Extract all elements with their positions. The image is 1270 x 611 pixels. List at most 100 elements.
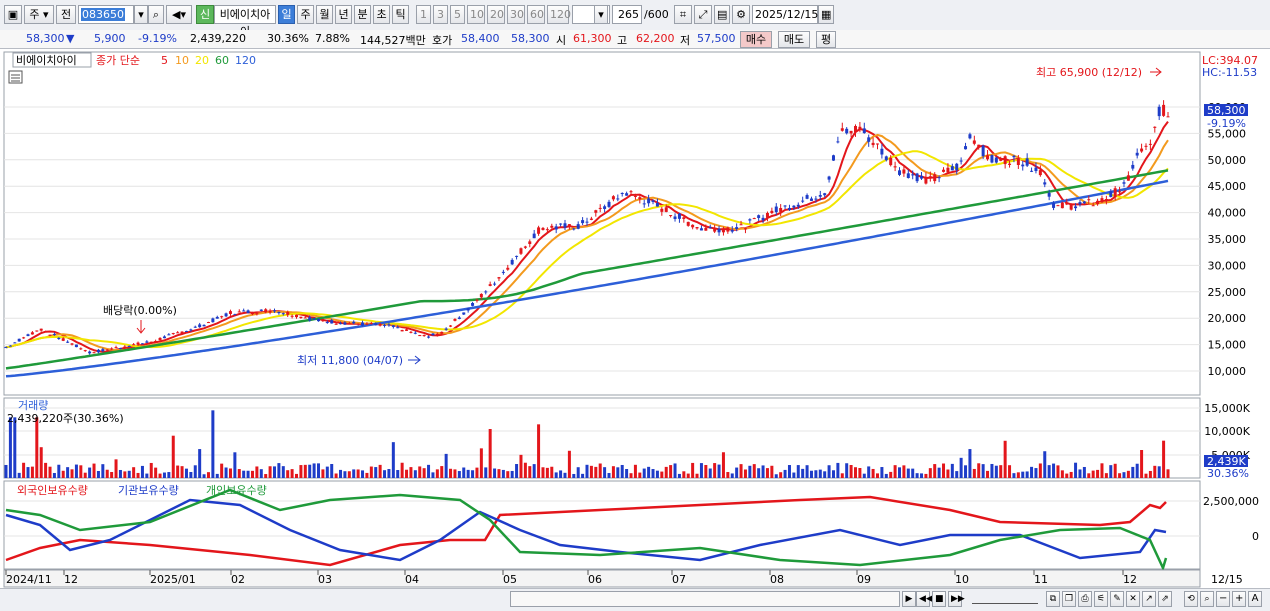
volume-panel (3, 397, 1201, 479)
period-tab-6[interactable]: 틱 (392, 5, 409, 24)
buy-button[interactable]: 매수 (740, 31, 772, 48)
minute-step-0[interactable]: 1 (416, 5, 431, 24)
volume-bar (647, 466, 651, 478)
eval-button[interactable]: 평 (816, 31, 836, 48)
credit-badge[interactable]: 신 (196, 5, 214, 24)
other-percent: 7.88% (315, 32, 350, 45)
volume-bar (721, 452, 725, 478)
minute-step-7[interactable]: 120 (547, 5, 571, 24)
candle-body (924, 176, 928, 184)
candle-body (1038, 170, 1042, 176)
compare-icon[interactable]: ⤢ (694, 5, 712, 24)
volume-bar (70, 469, 74, 478)
minute-step-1[interactable]: 3 (433, 5, 448, 24)
candle-body (589, 218, 593, 220)
search-icon[interactable]: ⌕ (148, 5, 164, 24)
period-tab-0[interactable]: 일 (278, 5, 295, 24)
fast-forward-icon[interactable]: ▶▶ (948, 591, 965, 607)
indicator-icon[interactable]: ⚟ (1094, 591, 1108, 607)
trend-icon[interactable]: ↗ (1142, 591, 1156, 607)
reset-icon[interactable]: ⟲ (1184, 591, 1198, 607)
rewind-icon[interactable]: ◀◀ (916, 591, 933, 607)
stop-icon[interactable]: ■ (932, 591, 946, 607)
period-tab-3[interactable]: 년 (335, 5, 352, 24)
candle-body (74, 344, 78, 348)
stock-chart[interactable]: 60,00055,00050,00045,00040,00035,00030,0… (0, 49, 1270, 589)
candle-body (242, 310, 246, 312)
layout-icon[interactable]: ▣ (4, 5, 22, 24)
period-tab-2[interactable]: 월 (316, 5, 333, 24)
volume-bar (761, 465, 765, 478)
volume-bar (440, 466, 444, 478)
price-axis-label: 35,000 (1208, 233, 1247, 246)
volume-bar (127, 470, 131, 478)
minute-step-4[interactable]: 20 (487, 5, 505, 24)
volume-bar (1003, 440, 1007, 478)
scroll-right-icon[interactable]: ▶ (902, 591, 916, 607)
candle-body (501, 271, 505, 273)
candle-body (475, 299, 479, 301)
period-tab-1[interactable]: 주 (297, 5, 314, 24)
price-axis-label: 20,000 (1208, 312, 1247, 325)
count-input[interactable]: 265 (612, 5, 642, 24)
calendar-icon[interactable]: ▦ (818, 5, 834, 24)
minute-step-6[interactable]: 60 (527, 5, 545, 24)
volume-bar (1056, 465, 1060, 478)
volume-bar (739, 464, 743, 478)
volume-bar (61, 470, 65, 478)
candle-body (884, 156, 888, 161)
up-trend-icon[interactable]: ⇗ (1158, 591, 1172, 607)
chart-scrollbar[interactable] (510, 591, 900, 607)
code-dropdown-icon[interactable]: ▾ (134, 5, 148, 24)
minute-dropdown-icon[interactable]: ▾ (594, 5, 608, 24)
auto-scale-icon[interactable]: A (1248, 591, 1262, 607)
sell-button[interactable]: 매도 (778, 31, 810, 48)
volume-bar (801, 468, 805, 478)
candle-body (383, 324, 387, 326)
save-icon[interactable]: ▤ (714, 5, 730, 24)
zoom-in-icon[interactable]: + (1232, 591, 1246, 607)
print-icon[interactable]: ⎙ (1078, 591, 1092, 607)
minute-step-3[interactable]: 10 (467, 5, 485, 24)
period-tab-4[interactable]: 분 (354, 5, 371, 24)
candle-body (1118, 191, 1122, 193)
candle-body (405, 329, 409, 331)
panel-settings-icon[interactable] (8, 70, 23, 84)
change-percent: -9.19% (138, 32, 177, 45)
gear-icon[interactable]: ⚙ (732, 5, 750, 24)
period-tab-5[interactable]: 초 (373, 5, 390, 24)
draw-tool-icon[interactable]: ✎ (1110, 591, 1124, 607)
volume-bar (611, 466, 615, 478)
zoom-slider[interactable] (972, 595, 1038, 604)
candle-body (682, 217, 686, 219)
candle-body (519, 248, 523, 254)
volume-bar (765, 468, 769, 478)
volume-bar (964, 465, 968, 478)
volume-bar (642, 468, 646, 478)
stock-code-input[interactable]: 083650 (78, 5, 134, 24)
minute-step-5[interactable]: 30 (507, 5, 525, 24)
candle-body (272, 310, 276, 312)
high-price: 62,200 (636, 32, 675, 45)
volume-bar (1025, 471, 1029, 478)
prev-button[interactable]: 전 (56, 5, 76, 24)
zoom-icon[interactable]: ⌕ (1200, 591, 1214, 607)
volume-bar (105, 469, 109, 478)
volume-bar (603, 467, 607, 478)
date-input[interactable]: 2025/12/15 (752, 5, 818, 24)
candle-type-icon[interactable]: ⌗ (674, 5, 692, 24)
split-view-icon[interactable]: ⧉ (1046, 591, 1060, 607)
candle-body (1065, 202, 1069, 205)
copy-icon[interactable]: ❐ (1062, 591, 1076, 607)
volume-bar (246, 470, 250, 478)
quote-bar: 58,300 ▼ 5,900 -9.19% 2,439,220 30.36% 7… (0, 30, 1270, 49)
minute-step-2[interactable]: 5 (450, 5, 465, 24)
candle-body (290, 315, 294, 317)
zoom-out-icon[interactable]: − (1216, 591, 1230, 607)
crosshair-icon[interactable]: ✕ (1126, 591, 1140, 607)
view-select[interactable]: 주 ▾ (24, 5, 54, 24)
candle-body (594, 210, 598, 213)
candle-body (132, 344, 136, 346)
volume-bar (836, 462, 840, 478)
speaker-icon[interactable]: ◀▾ (166, 5, 192, 24)
